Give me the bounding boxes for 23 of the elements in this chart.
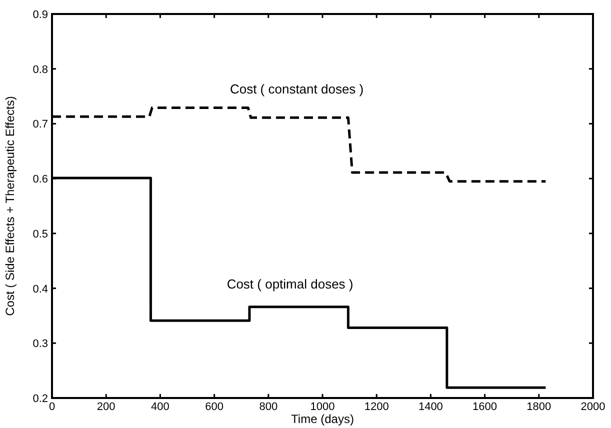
x-tick-label: 0 (48, 401, 56, 413)
y-axis-title: Cost ( Side Effects + Therapeutic Effects) (3, 96, 17, 316)
y-tick-label: 0.3 (32, 338, 48, 350)
x-tick-label: 1800 (526, 401, 552, 413)
annotation: Cost ( constant doses ) (230, 82, 364, 97)
annotation: Cost ( optimal doses ) (226, 276, 354, 292)
x-tick-label: 1000 (310, 401, 335, 413)
x-tick-label: 200 (96, 401, 116, 413)
y-tick-label: 0.8 (32, 64, 48, 76)
x-tick-label: 400 (151, 401, 170, 413)
x-tick-label: 2000 (580, 401, 606, 413)
y-tick-label: 0.7 (32, 118, 48, 131)
x-axis-title: Time (days) (291, 412, 354, 426)
x-tick-label: 800 (259, 401, 278, 413)
y-tick-label: 0.9 (32, 9, 48, 21)
x-tick-label: 600 (205, 401, 224, 413)
y-tick-label: 0.4 (32, 283, 48, 296)
x-tick-label: 1600 (472, 401, 498, 413)
x-tick-label: 1400 (418, 401, 443, 413)
y-tick-label: 0.2 (32, 393, 48, 405)
x-tick-label: 1200 (364, 401, 389, 413)
y-tick-label: 0.6 (32, 174, 48, 186)
y-tick-label: 0.5 (32, 228, 48, 240)
